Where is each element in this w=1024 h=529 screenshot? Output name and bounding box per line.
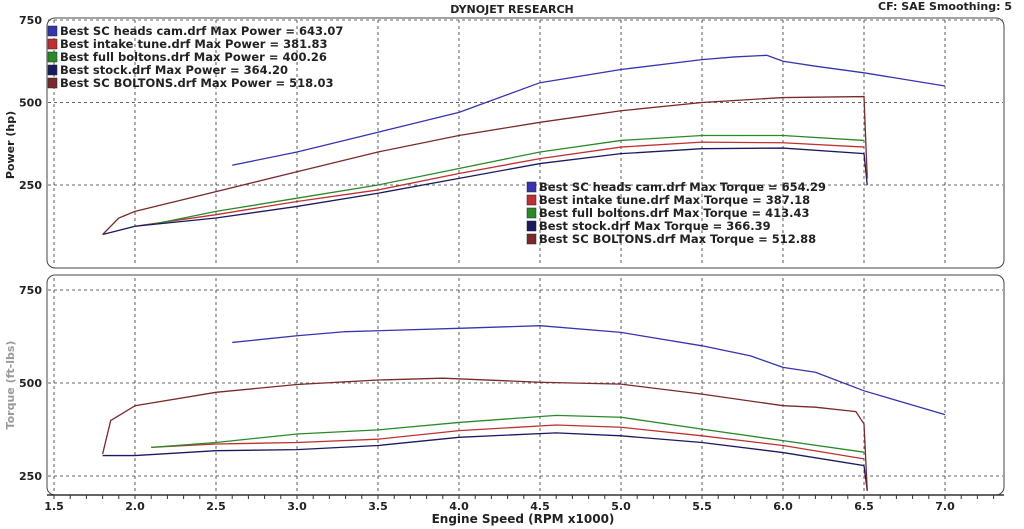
legend-swatch bbox=[47, 51, 58, 63]
legend-entry: Best stock.drf Max Torque = 366.39 bbox=[539, 219, 771, 233]
x-tick-label: 3.0 bbox=[287, 500, 307, 513]
series-line bbox=[151, 414, 865, 453]
legend-swatch bbox=[526, 194, 537, 206]
x-tick-label: 2.5 bbox=[206, 500, 226, 513]
series-line bbox=[151, 424, 865, 460]
chart-title: DYNOJET RESEARCH bbox=[450, 3, 573, 16]
y-tick-label: 500 bbox=[19, 377, 42, 390]
series-line bbox=[102, 95, 868, 235]
y-tick-label: 750 bbox=[19, 284, 42, 297]
x-tick-label: 5.5 bbox=[692, 500, 712, 513]
legend-swatch bbox=[526, 207, 537, 219]
series-line bbox=[102, 432, 868, 491]
power-panel bbox=[46, 17, 1005, 269]
legend-swatch bbox=[526, 181, 537, 193]
series-line bbox=[101, 377, 868, 491]
y-tick-label: 500 bbox=[19, 97, 42, 110]
x-tick-label: 6.5 bbox=[854, 500, 874, 513]
y-tick-label: 250 bbox=[19, 470, 42, 483]
legend-entry: Best full boltons.drf Max Torque = 413.4… bbox=[539, 206, 810, 220]
legend-entry: Best SC heads cam.drf Max Torque = 654.2… bbox=[539, 180, 826, 194]
legend-swatch bbox=[47, 77, 58, 89]
settings-label: CF: SAE Smoothing: 5 bbox=[878, 0, 1012, 13]
legend-swatch bbox=[526, 233, 537, 245]
x-tick-label: 6.0 bbox=[773, 500, 793, 513]
legend-entry: Best SC heads cam.drf Max Power = 643.07 bbox=[60, 24, 343, 38]
series-line bbox=[232, 325, 946, 416]
x-tick-label: 4.5 bbox=[530, 500, 550, 513]
series-line bbox=[151, 134, 865, 226]
legend-entry: Best intake tune.drf Max Power = 381.83 bbox=[60, 37, 327, 51]
x-tick-label: 2.0 bbox=[125, 500, 145, 513]
legend-swatch bbox=[47, 64, 58, 76]
x-tick-label: 1.5 bbox=[44, 500, 64, 513]
torque-panel bbox=[46, 274, 1005, 496]
legend-swatch bbox=[526, 220, 537, 232]
x-axis-label: Engine Speed (RPM x1000) bbox=[432, 512, 615, 526]
legend-entry: Best intake tune.drf Max Torque = 387.18 bbox=[539, 193, 810, 207]
x-tick-label: 4.0 bbox=[449, 500, 469, 513]
series-line bbox=[102, 147, 868, 236]
legend-entry: Best stock.drf Max Power = 364.20 bbox=[60, 63, 288, 77]
y-tick-label: 250 bbox=[19, 179, 42, 192]
legend-swatch bbox=[47, 25, 58, 37]
legend-entry: Best SC BOLTONS.drf Max Power = 518.03 bbox=[60, 76, 333, 90]
legend-entry: Best full boltons.drf Max Power = 400.26 bbox=[60, 50, 327, 64]
x-tick-label: 3.5 bbox=[368, 500, 388, 513]
torque-axis-label: Torque (ft-lbs) bbox=[4, 341, 17, 430]
y-tick-label: 750 bbox=[19, 14, 42, 27]
power-axis-label: Power (hp) bbox=[4, 111, 17, 179]
series-line bbox=[232, 54, 946, 166]
x-tick-label: 5.0 bbox=[611, 500, 631, 513]
legend-entry: Best SC BOLTONS.drf Max Torque = 512.88 bbox=[539, 232, 816, 246]
legend-swatch bbox=[47, 38, 58, 50]
series-line bbox=[134, 141, 865, 227]
x-tick-label: 7.0 bbox=[935, 500, 955, 513]
